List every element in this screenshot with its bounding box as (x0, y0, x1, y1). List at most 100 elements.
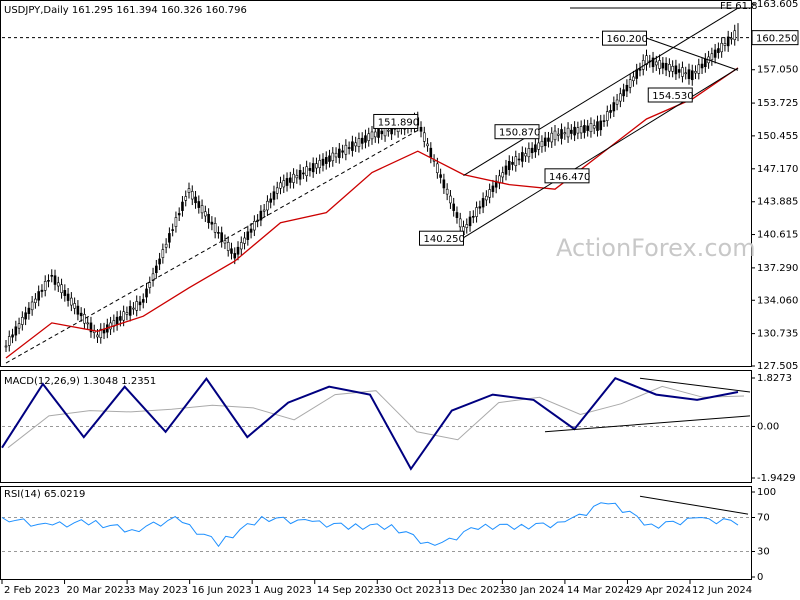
candle-body-171 (563, 132, 567, 135)
annotation-box-5 (647, 87, 693, 103)
candle-body-177 (583, 125, 586, 133)
candle-body-180 (592, 125, 596, 129)
candle-body-169 (556, 133, 560, 136)
x-label-2: 3 May 2023 (129, 585, 188, 596)
annotation-box-4 (602, 30, 647, 46)
candle-body-74 (246, 231, 250, 240)
candle-body-186 (612, 102, 616, 112)
candle-body-183 (602, 120, 606, 122)
candle-body-196 (645, 55, 648, 66)
candle-body-157 (517, 158, 521, 161)
price-y-label-11: 127.505 (757, 361, 798, 372)
candle-body-134 (442, 179, 446, 189)
candle-body-202 (664, 62, 668, 71)
macd-y-label-2: -1.9429 (757, 473, 796, 484)
candle-body-9 (34, 298, 37, 303)
candle-body-132 (436, 163, 439, 174)
candle-body-158 (521, 152, 524, 162)
x-label-9: 14 Mar 2024 (567, 585, 630, 596)
macd-support-line (544, 415, 751, 433)
price-y-label-2: 157.050 (757, 65, 798, 76)
candle-body-20 (70, 297, 73, 306)
candle-body-142 (468, 216, 472, 227)
candle-body-0 (4, 345, 8, 348)
candle-body-14 (50, 275, 54, 277)
candle-body-166 (547, 137, 550, 142)
macd-line (1, 376, 739, 471)
candle-body-90 (298, 170, 302, 180)
candle-body-12 (43, 281, 47, 291)
candle-body-65 (217, 232, 220, 234)
x-label-4: 1 Aug 2023 (254, 585, 312, 596)
candle-body-98 (324, 157, 328, 164)
candle-body-42 (141, 299, 145, 303)
candle-body-21 (73, 303, 76, 309)
annotation-label-1: 140.250 (424, 234, 465, 245)
candle-body-57 (190, 191, 194, 200)
candle-body-23 (79, 312, 83, 317)
candle-body-39 (132, 307, 135, 310)
candle-body-117 (387, 129, 390, 132)
price-layer: 151.890 140.250 150.870 146.470 160.200 154.5… (2, 7, 751, 364)
x-label-11: 12 Jun 2024 (692, 585, 752, 596)
candle-body-149 (491, 185, 495, 192)
x-label-0: 2 Feb 2023 (4, 585, 60, 596)
candle-body-61 (204, 211, 207, 217)
candle-body-204 (671, 66, 674, 72)
candle-body-130 (429, 147, 433, 158)
price-y-label-8: 137.290 (757, 263, 798, 274)
candle-body-137 (452, 203, 455, 211)
candle-body-89 (295, 175, 299, 179)
candle-body-194 (638, 68, 642, 71)
candle-body-78 (259, 210, 263, 221)
candle-body-26 (89, 322, 93, 333)
price-y-label-4: 150.455 (757, 131, 798, 142)
candle-body-1 (7, 336, 11, 346)
candle-body-168 (553, 130, 557, 141)
candle-body-159 (524, 153, 527, 157)
candle-body-139 (458, 218, 462, 228)
price-header: USDJPY,Daily 161.295 161.394 160.326 160… (4, 5, 247, 16)
rsi-panel-frame (0, 486, 752, 580)
candle-body-106 (351, 141, 354, 151)
rsi-y-label-1: 70 (757, 513, 770, 524)
candle-body-70 (233, 253, 237, 259)
candle-body-161 (530, 147, 534, 154)
macd-header: MACD(12,26,9) 1.3048 1.2351 (4, 376, 156, 387)
candle-body-47 (158, 258, 161, 265)
candle-body-37 (125, 312, 129, 315)
moving-average-line (5, 67, 739, 359)
candle-body-223 (733, 30, 737, 40)
candle-body-212 (697, 64, 701, 74)
candle-body-153 (504, 165, 508, 175)
candle-body-102 (338, 148, 341, 158)
macd-signal-line (7, 385, 745, 449)
candle-body-40 (135, 301, 139, 311)
current-price-box (751, 30, 799, 46)
annotation-box-2 (494, 124, 540, 140)
channel-upper-line (463, 7, 739, 176)
annotation-box-0 (373, 113, 419, 129)
candle-body-221 (726, 36, 730, 47)
candle-body-208 (684, 72, 688, 75)
candle-body-5 (21, 317, 24, 325)
candle-body-115 (380, 130, 384, 135)
candle-body-147 (485, 195, 488, 201)
macd-resistance-line (639, 377, 751, 393)
candle-body-188 (619, 93, 622, 102)
candle-body-43 (145, 288, 148, 298)
price-y-label-3: 153.725 (757, 98, 798, 109)
annotation-label-5: 154.530 (652, 91, 693, 102)
annotation-label-2: 150.870 (499, 128, 540, 139)
candle-body-25 (86, 322, 89, 325)
candle-body-184 (605, 111, 609, 121)
candle-body-175 (576, 127, 580, 134)
price-panel-frame (0, 0, 752, 367)
x-label-10: 29 Apr 2024 (629, 585, 691, 596)
candle-body-216 (710, 53, 714, 61)
candle-body-29 (99, 328, 103, 339)
candle-body-213 (700, 63, 704, 69)
candle-body-107 (354, 142, 357, 147)
candle-body-141 (465, 224, 469, 228)
annotation-label-3: 146.470 (549, 172, 590, 183)
